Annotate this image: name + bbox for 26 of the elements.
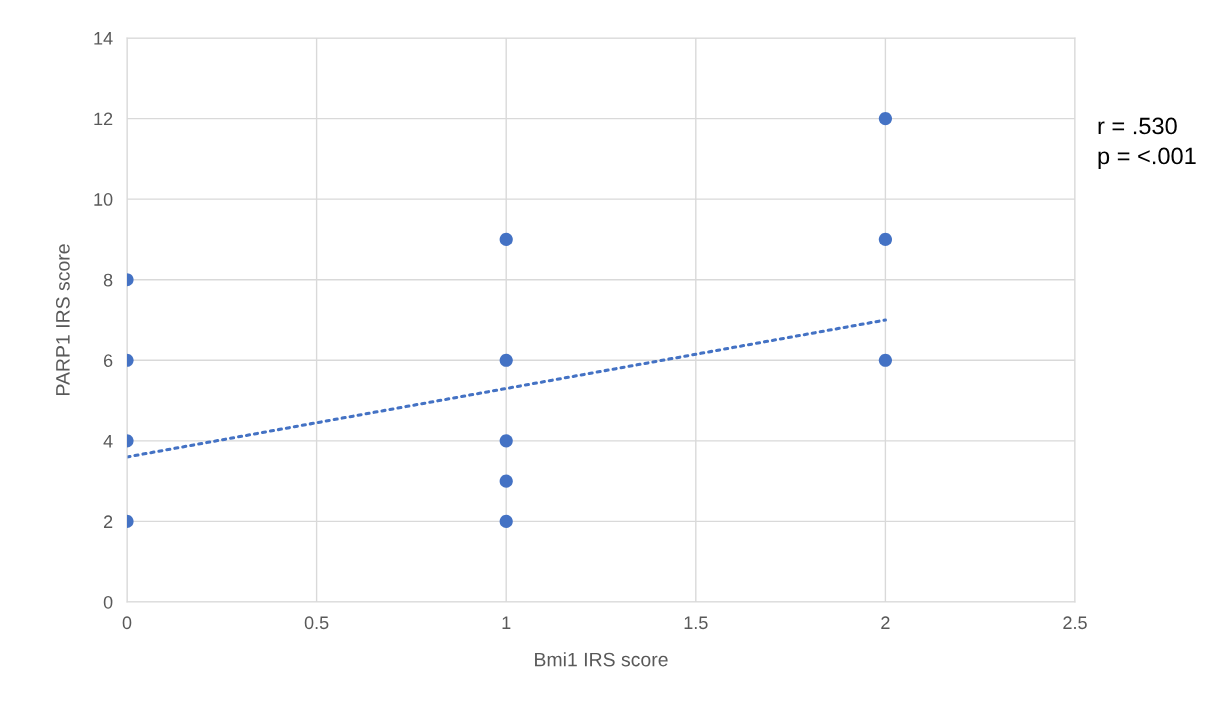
x-tick-label: 0.5 [304,616,329,630]
y-tick-label: 4 [103,434,113,448]
y-axis-title: PARP1 IRS score [55,244,70,395]
point [499,514,513,529]
y-tick-label: 12 [94,112,113,126]
x-tick-label: 2.5 [1063,616,1087,630]
point [878,232,892,247]
x-tick-label: 1 [502,616,511,629]
y-tick-label: 6 [103,354,113,368]
point [499,353,513,367]
text: r = .530 [1098,117,1177,135]
x-tick-label: 0 [122,616,132,630]
x-tick-label: 2 [881,616,890,629]
point [878,111,892,126]
point [499,232,513,247]
y-tick-label: 0 [103,595,113,609]
y-tick-label: 2 [103,515,113,528]
point [878,353,892,367]
x-tick-label: 1.5 [684,616,708,630]
point [499,474,513,488]
point [499,434,513,448]
x-axis-title: Bmi1 IRS score [535,652,668,667]
y-tick-label: 14 [94,32,113,45]
y-tick-label: 8 [103,273,113,287]
text: p = <.001 [1098,147,1196,169]
y-tick-label: 10 [94,193,113,206]
